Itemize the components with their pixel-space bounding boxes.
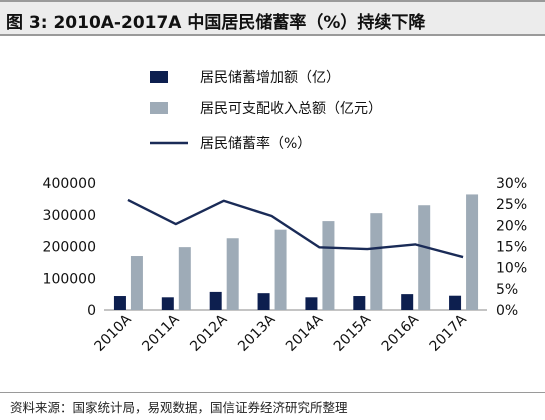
x-tick-label-2017A: 2017A bbox=[427, 311, 471, 355]
y-right-tick-label: 0% bbox=[496, 303, 518, 319]
bar-savings-increase-2014A bbox=[305, 297, 318, 310]
bar-savings-increase-2016A bbox=[401, 294, 414, 310]
bar-savings-increase-2017A bbox=[449, 295, 462, 310]
chart: 居民储蓄增加额（亿） 居民可支配收入总额（亿元） 居民储蓄率（%） 0 100000 2… bbox=[43, 70, 528, 355]
y-left-tick-label: 100000 bbox=[43, 271, 96, 287]
legend-swatch-disposable-income bbox=[150, 102, 168, 114]
y-left-tick-label: 300000 bbox=[43, 208, 96, 224]
legend-label-savings-rate: 居民储蓄率（%） bbox=[200, 135, 311, 152]
bar-disposable-income-2013A bbox=[274, 229, 287, 310]
bar-disposable-income-2011A bbox=[178, 247, 191, 310]
x-tick-label-2015A: 2015A bbox=[331, 311, 375, 355]
bar-savings-increase-2012A bbox=[209, 291, 222, 310]
y-left-tick-label: 0 bbox=[87, 303, 96, 319]
source-note: 资料来源：国家统计局，易观数据，国信证券经济研究所整理 bbox=[10, 400, 348, 415]
bar-disposable-income-2014A bbox=[322, 221, 335, 310]
x-tick-label-2016A: 2016A bbox=[379, 311, 423, 355]
bar-savings-increase-2013A bbox=[257, 293, 270, 310]
y-right-tick-label: 15% bbox=[496, 240, 527, 256]
y-right-tick-label: 5% bbox=[496, 282, 518, 298]
bar-disposable-income-2012A bbox=[226, 238, 239, 310]
bars bbox=[113, 194, 479, 310]
rate-line-layer bbox=[127, 198, 464, 259]
figure-title: 图 3: 2010A-2017A 中国居民储蓄率（%）持续下降 bbox=[6, 13, 426, 33]
y-right-tick-label: 10% bbox=[496, 261, 527, 277]
bar-savings-increase-2010A bbox=[113, 296, 126, 310]
y-right-tick-label: 20% bbox=[496, 218, 527, 234]
axes: 0 100000 200000 300000 400000 0% 5% 10% 15% 20% 25… bbox=[43, 176, 528, 319]
line-savings-rate bbox=[127, 198, 464, 259]
x-tick-label-2014A: 2014A bbox=[283, 311, 327, 355]
bar-disposable-income-2010A bbox=[130, 256, 143, 310]
bar-savings-increase-2011A bbox=[161, 297, 174, 310]
bar-disposable-income-2015A bbox=[370, 213, 383, 310]
legend-swatch-savings-increase bbox=[150, 71, 168, 83]
figure-title-bar: 图 3: 2010A-2017A 中国居民储蓄率（%）持续下降 bbox=[0, 0, 545, 36]
bar-disposable-income-2017A bbox=[466, 194, 479, 310]
footer-rule bbox=[0, 392, 545, 393]
x-tick-label-2010A: 2010A bbox=[91, 311, 135, 355]
y-left-tick-label: 200000 bbox=[43, 240, 96, 256]
y-right-tick-label: 25% bbox=[496, 197, 527, 213]
legend-label-savings-increase: 居民储蓄增加额（亿） bbox=[200, 70, 340, 86]
x-tick-labels: 2010A 2011A 2012A 2013A 2014A 2015A 2016A 2017A bbox=[91, 311, 470, 355]
legend-label-disposable-income: 居民可支配收入总额（亿元） bbox=[200, 101, 382, 117]
y-left-tick-label: 400000 bbox=[43, 176, 96, 192]
y-right-tick-label: 30% bbox=[496, 176, 527, 192]
x-tick-label-2012A: 2012A bbox=[187, 311, 231, 355]
bar-disposable-income-2016A bbox=[418, 205, 431, 310]
x-tick-label-2013A: 2013A bbox=[235, 311, 279, 355]
bar-savings-increase-2015A bbox=[353, 296, 366, 310]
x-tick-label-2011A: 2011A bbox=[139, 311, 183, 355]
legend: 居民储蓄增加额（亿） 居民可支配收入总额（亿元） 居民储蓄率（%） bbox=[150, 70, 382, 152]
